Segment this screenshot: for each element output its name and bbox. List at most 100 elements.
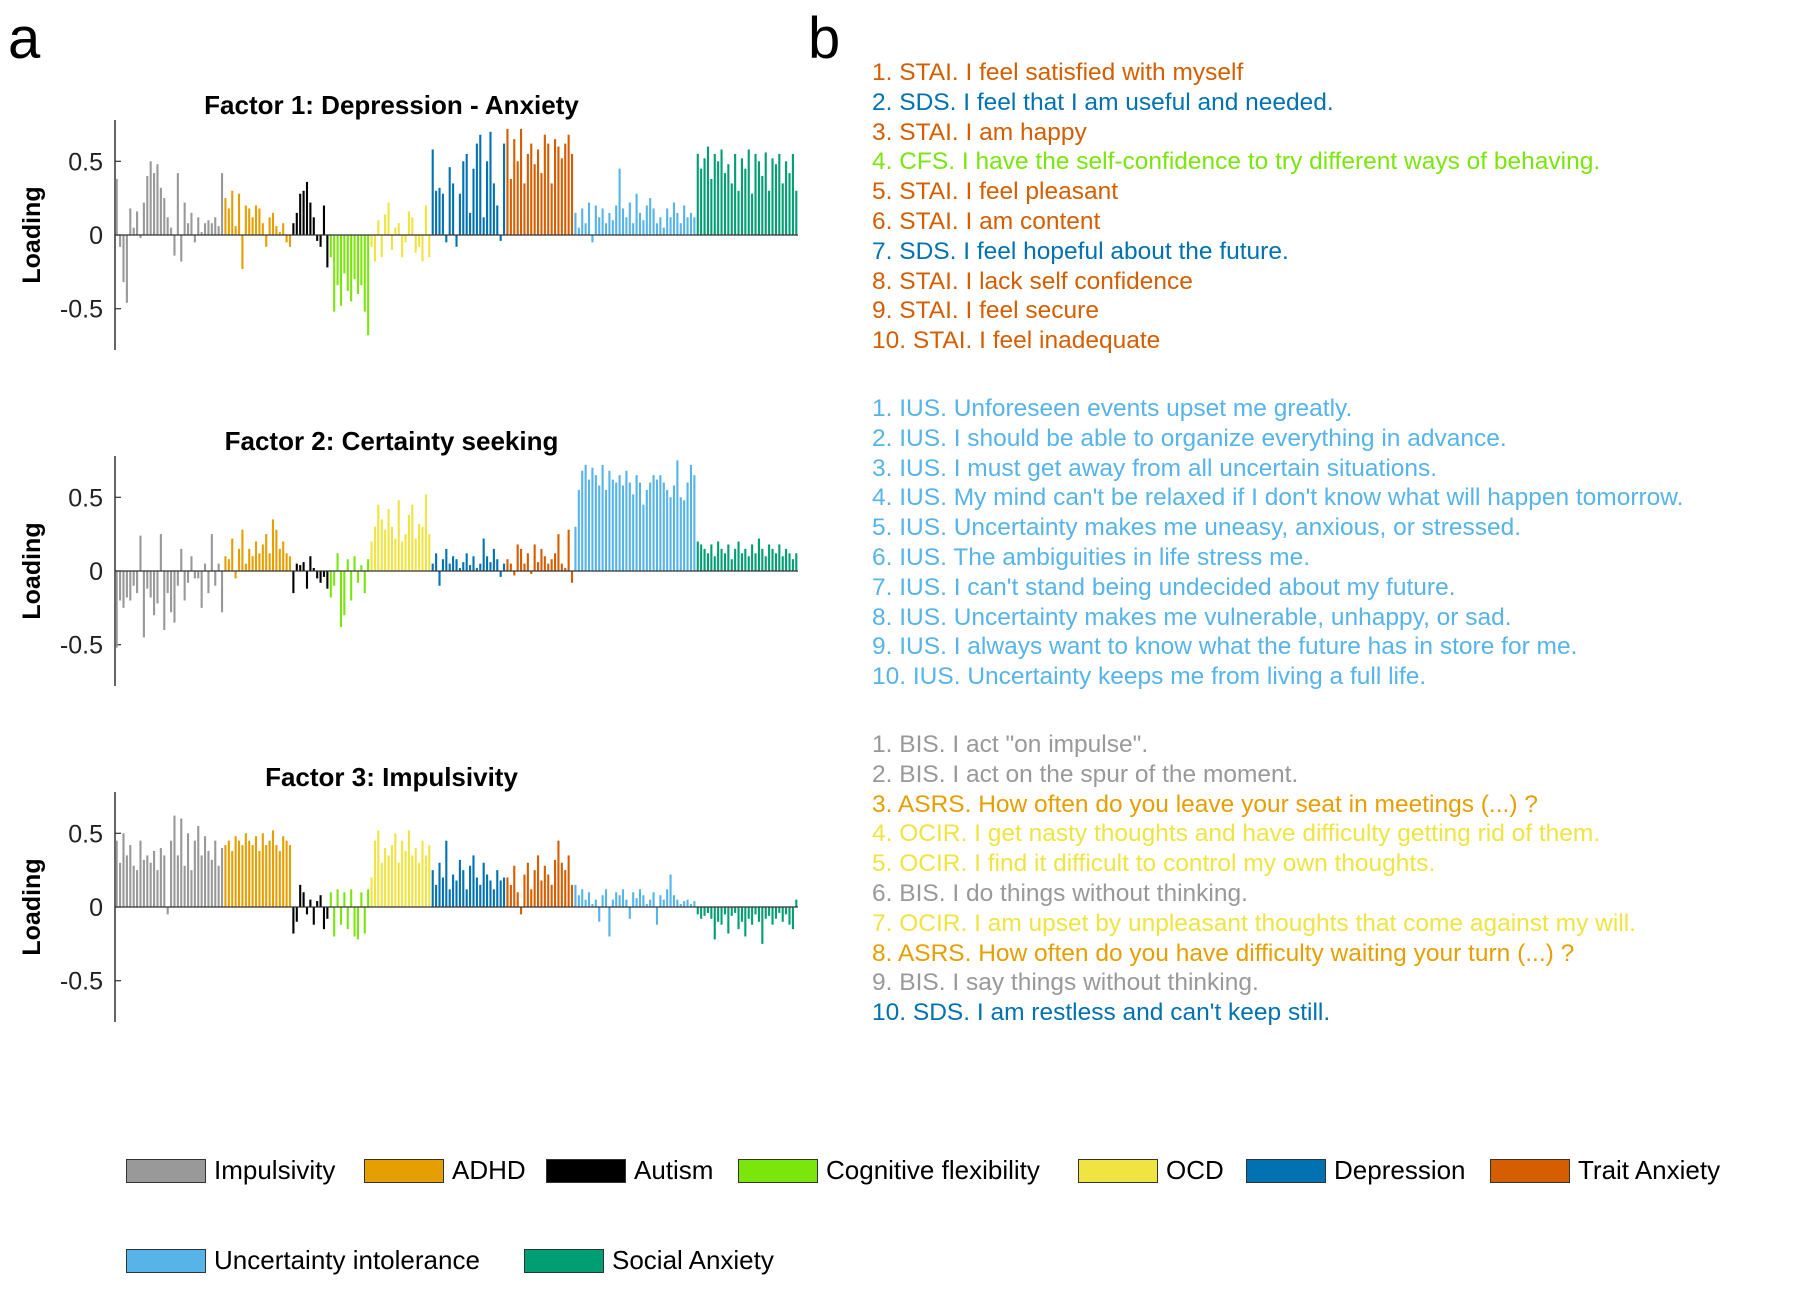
chart-2-bar bbox=[258, 553, 261, 571]
chart-3-bar bbox=[370, 877, 373, 907]
chart-2-bar bbox=[285, 553, 288, 571]
chart-3-bar bbox=[458, 859, 461, 907]
chart-2-bar bbox=[370, 541, 373, 571]
chart-3-bar bbox=[747, 907, 750, 919]
chart-3-bar bbox=[652, 892, 655, 907]
chart-3-bar bbox=[727, 907, 730, 934]
chart-3-bar bbox=[299, 884, 302, 907]
chart-2-bar bbox=[560, 563, 563, 571]
chart-2-bar bbox=[299, 565, 302, 571]
chart-2-bar bbox=[394, 538, 397, 571]
chart-2-bar bbox=[445, 548, 448, 571]
chart-2-bar bbox=[343, 571, 346, 616]
chart-2-bar bbox=[469, 565, 472, 571]
chart-1-bar bbox=[734, 153, 737, 235]
chart-1-bar bbox=[387, 202, 390, 235]
chart-1-bar bbox=[156, 164, 159, 235]
chart-2-bar bbox=[462, 562, 465, 571]
chart-2-bar bbox=[458, 568, 461, 571]
chart-2-bar bbox=[441, 559, 444, 571]
chart-2-bar bbox=[747, 556, 750, 571]
chart-1-bar bbox=[540, 173, 543, 235]
chart-2-bar bbox=[132, 571, 135, 586]
chart-3-bar bbox=[139, 840, 142, 907]
legend-label: Impulsivity bbox=[214, 1155, 336, 1185]
chart-2-bar bbox=[553, 553, 557, 571]
chart-2-bar bbox=[713, 556, 716, 571]
chart-3-bar bbox=[713, 907, 716, 940]
chart-1-bar bbox=[210, 223, 213, 235]
chart-1-bar bbox=[282, 223, 285, 235]
factor-1-item: 9. STAI. I feel secure bbox=[872, 297, 1099, 325]
chart-1-bar bbox=[231, 190, 234, 235]
chart-2-title: Factor 2: Certainty seeking bbox=[225, 426, 559, 456]
chart-2-bar bbox=[550, 559, 553, 571]
chart-1-bar bbox=[666, 208, 669, 235]
chart-3-bar bbox=[659, 895, 662, 907]
chart-1-bar bbox=[618, 168, 621, 235]
chart-3-bar bbox=[390, 845, 393, 907]
chart-2-bar bbox=[390, 526, 393, 571]
legend-item: OCD bbox=[1078, 1155, 1224, 1186]
chart-1-bar bbox=[723, 173, 726, 235]
chart-3-bar bbox=[655, 907, 659, 925]
chart-3-bar bbox=[166, 907, 169, 915]
factor-2-item: 9. IUS. I always want to know what the f… bbox=[872, 633, 1578, 661]
chart-3-bar bbox=[740, 907, 743, 922]
chart-1-bar bbox=[183, 202, 186, 235]
chart-2-bar bbox=[275, 529, 278, 571]
chart-3-bar bbox=[666, 889, 669, 907]
chart-2-bar bbox=[203, 563, 207, 571]
chart-3-bar bbox=[788, 907, 791, 925]
chart-3-bar bbox=[431, 870, 434, 907]
chart-2-bar bbox=[190, 556, 193, 571]
chart-2-bar bbox=[686, 482, 689, 571]
chart-1-bar bbox=[628, 202, 631, 235]
chart-2-bar bbox=[638, 482, 642, 571]
chart-2-bar bbox=[156, 571, 159, 604]
chart-2-bar bbox=[227, 559, 230, 571]
chart-3-bar bbox=[537, 855, 540, 907]
chart-1-title: Factor 1: Depression - Anxiety bbox=[204, 90, 579, 120]
legend-label: Trait Anxiety bbox=[1578, 1155, 1721, 1185]
chart-1-bar bbox=[475, 143, 478, 235]
chart-1-bar bbox=[703, 158, 706, 235]
chart-1-bar bbox=[553, 139, 557, 235]
chart-3-bar bbox=[734, 907, 737, 913]
chart-3-bar bbox=[628, 907, 631, 919]
chart-3-bar bbox=[448, 889, 451, 907]
chart-3-bar bbox=[486, 874, 489, 907]
chart-1-bar bbox=[520, 128, 523, 235]
chart-1-bar bbox=[577, 227, 580, 235]
chart-2-bar bbox=[479, 563, 482, 571]
chart-1-bar bbox=[170, 227, 173, 235]
chart-2-bar bbox=[700, 544, 703, 571]
chart-1-bar bbox=[676, 212, 679, 235]
chart-1-bar bbox=[414, 235, 417, 253]
chart-2-bar bbox=[214, 571, 217, 586]
chart-1-bar bbox=[254, 205, 258, 235]
chart-3-bar bbox=[492, 889, 495, 907]
chart-1-bar bbox=[564, 143, 567, 235]
legend-swatch bbox=[546, 1158, 626, 1183]
chart-1-bar bbox=[139, 235, 142, 238]
chart-2-bar bbox=[642, 504, 645, 571]
chart-2-bar bbox=[261, 544, 264, 571]
chart-3-bar bbox=[268, 840, 271, 907]
chart-2-bar bbox=[210, 534, 213, 571]
chart-2-bar bbox=[795, 553, 798, 571]
chart-1-bar bbox=[713, 153, 716, 235]
chart-1-bar bbox=[285, 235, 288, 243]
chart-3-bar bbox=[302, 892, 305, 907]
panel-label-a: a bbox=[8, 6, 41, 71]
chart-2-bar bbox=[397, 500, 400, 571]
chart-1-bar bbox=[343, 235, 346, 274]
chart-2-bar bbox=[465, 553, 468, 571]
chart-2-ylabel: Loading bbox=[18, 522, 46, 619]
chart-3-bar bbox=[319, 895, 322, 907]
chart-1-bar bbox=[452, 183, 455, 235]
chart-2-bar bbox=[187, 571, 190, 583]
chart-1-bar bbox=[458, 193, 461, 235]
chart-3-bar bbox=[645, 904, 648, 907]
chart-3-bar bbox=[472, 855, 475, 907]
